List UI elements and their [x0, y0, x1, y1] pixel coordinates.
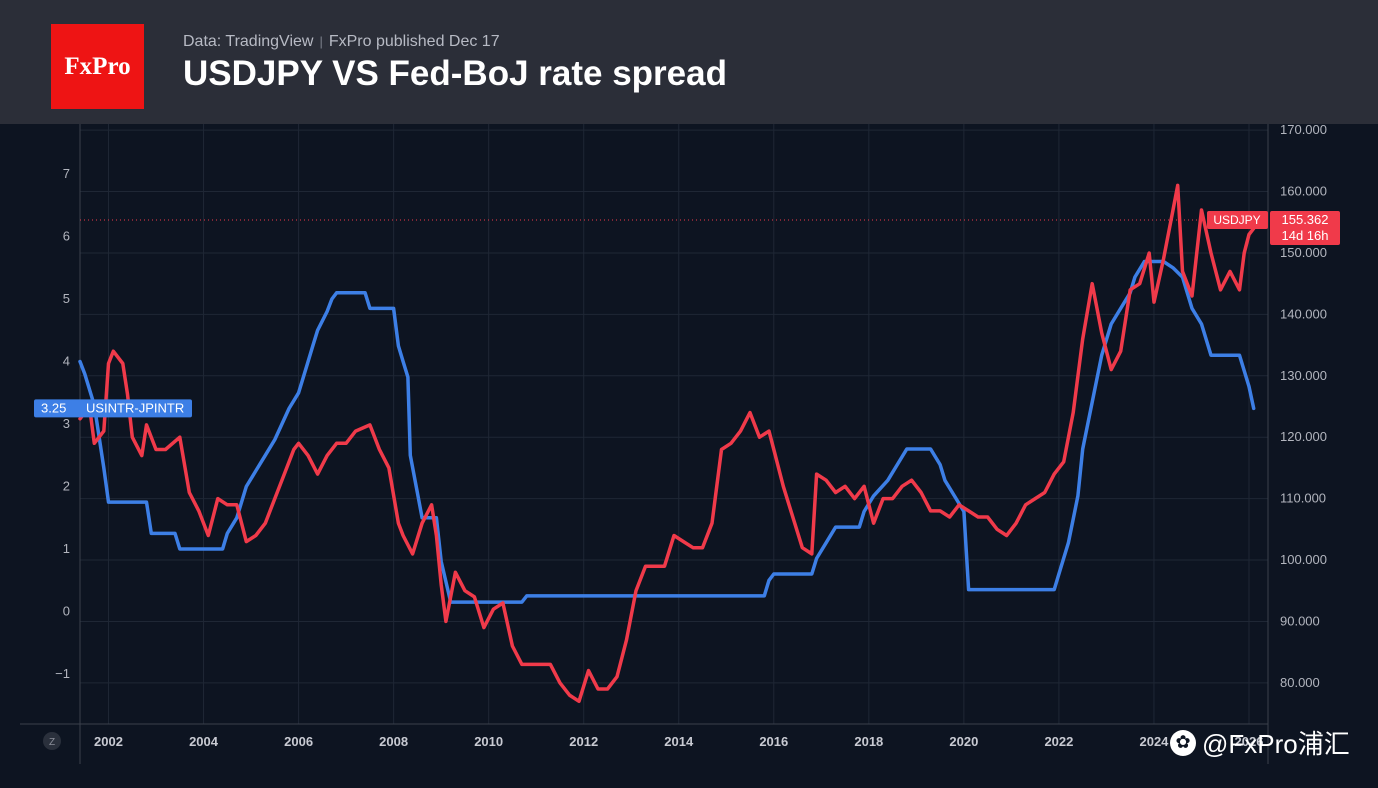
right-tick-label: 130.000: [1280, 368, 1327, 383]
usdjpy-name-badge: [1207, 211, 1268, 230]
usdjpy-name-label: USDJPY: [1213, 213, 1260, 227]
series-line-usintr-jpintr: [78, 259, 1256, 604]
right-tick-label: 110.000: [1280, 491, 1326, 506]
watermark: ✿ @FxPro浦汇: [1170, 724, 1350, 761]
publisher-info: FxPro published Dec 17: [328, 33, 500, 50]
x-tick-label: 2008: [379, 734, 408, 749]
page-title: USDJPY VS Fed-BoJ rate spread: [183, 54, 727, 93]
left-tick-label: 4: [63, 354, 70, 369]
right-tick-label: 90.000: [1280, 613, 1320, 628]
zoom-icon: [43, 732, 61, 750]
spread-badge: [34, 399, 192, 418]
usdjpy-price-badge: [1270, 211, 1340, 246]
x-tick-label: 2016: [759, 734, 788, 749]
left-tick-label: 0: [63, 604, 70, 619]
chart-area[interactable]: 2002 2004 2006 2008 2010 2012 2014 2016 2018 2020…: [0, 124, 1378, 788]
right-tick-label: 120.000: [1280, 429, 1327, 444]
x-tick-label: 2014: [664, 734, 694, 749]
usdjpy-price-label: 155.362: [1282, 212, 1329, 227]
x-tick-label: 2026: [1235, 734, 1264, 749]
left-tick-label: 2: [63, 479, 70, 494]
usdjpy-countdown-label: 14d 16h: [1282, 228, 1329, 243]
left-tick-label: 5: [63, 291, 70, 306]
paw-icon: ✿: [1170, 729, 1196, 756]
left-tick-label: 6: [63, 229, 70, 244]
right-tick-label: 100.000: [1280, 552, 1327, 567]
right-tick-label: 170.000: [1280, 124, 1327, 137]
x-tick-label: 2018: [854, 734, 883, 749]
x-tick-label: 2022: [1044, 734, 1073, 749]
data-source: Data: TradingView: [183, 33, 314, 50]
fxpro-logo: FxPro: [51, 24, 144, 109]
series-line-usdjpy: [78, 183, 1258, 704]
right-tick-label: 160.000: [1280, 184, 1327, 199]
spread-value-label: 3.25: [41, 400, 66, 415]
left-tick-label: −1: [55, 666, 70, 681]
zoom-icon-label: Z: [49, 737, 55, 748]
x-tick-label: 2024: [1139, 734, 1169, 749]
x-tick-label: 2010: [474, 734, 503, 749]
x-tick-label: 2002: [94, 734, 123, 749]
left-tick-label: 7: [63, 166, 70, 181]
meta-separator: |: [319, 34, 323, 49]
chart-meta: Data: TradingView | FxPro published Dec 17: [183, 33, 500, 51]
left-tick-label: 3: [63, 416, 70, 431]
spread-name-label: USINTR-JPINTR: [86, 400, 184, 415]
right-tick-label: 80.000: [1280, 675, 1320, 690]
header: FxPro Data: TradingView | FxPro published …: [0, 0, 1378, 124]
x-tick-label: 2006: [284, 734, 313, 749]
x-tick-label: 2004: [189, 734, 219, 749]
watermark-text: @FxPro浦汇: [1202, 729, 1350, 759]
x-tick-label: 2012: [569, 734, 598, 749]
right-tick-label: 150.000: [1280, 245, 1327, 260]
x-tick-label: 2020: [949, 734, 978, 749]
left-tick-label: 1: [63, 541, 70, 556]
right-tick-label: 140.000: [1280, 306, 1327, 321]
